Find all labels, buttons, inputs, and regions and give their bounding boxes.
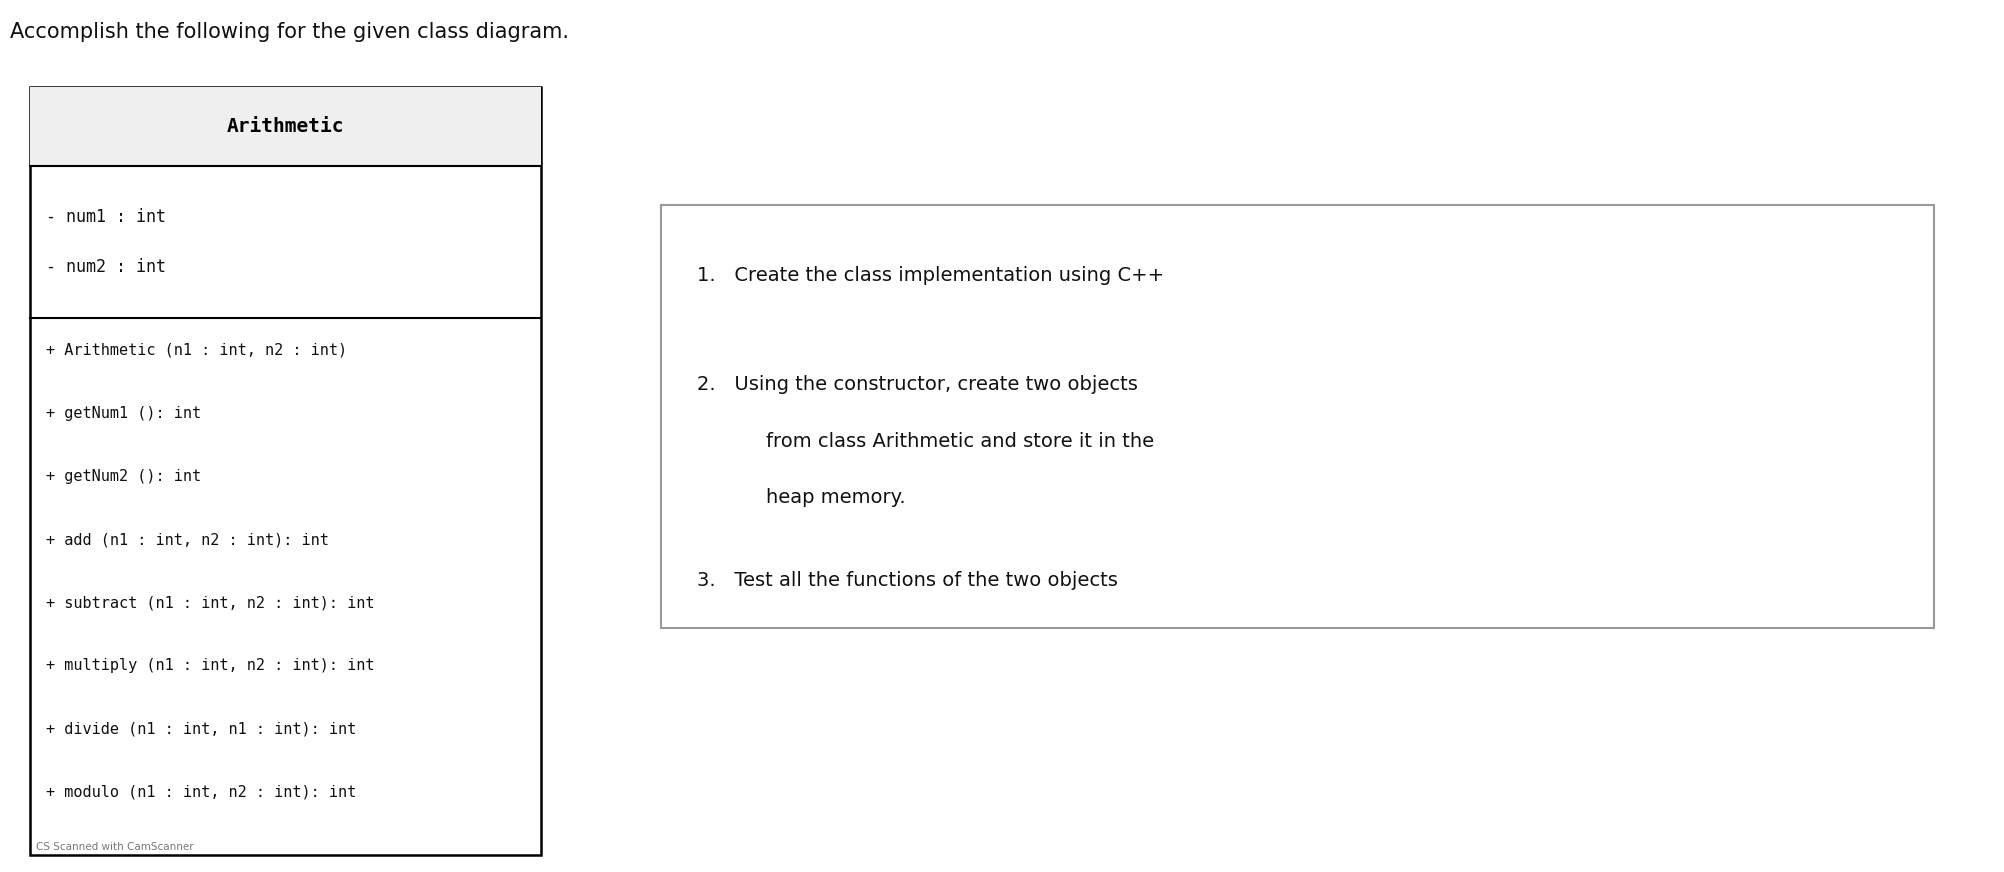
Text: - num2 : int: - num2 : int [46,258,166,276]
Text: Accomplish the following for the given class diagram.: Accomplish the following for the given c… [10,22,569,42]
Text: 3.   Test all the functions of the two objects: 3. Test all the functions of the two obj… [697,571,1118,590]
Text: + Arithmetic (n1 : int, n2 : int): + Arithmetic (n1 : int, n2 : int) [46,343,347,358]
Bar [30,87,541,855]
Text: + modulo (n1 : int, n2 : int): int: + modulo (n1 : int, n2 : int): int [46,785,357,800]
Text: 2.   Using the constructor, create two objects: 2. Using the constructor, create two obj… [697,375,1138,394]
Text: CS Scanned with CamScanner: CS Scanned with CamScanner [36,842,194,852]
Text: heap memory.: heap memory. [766,488,906,508]
Text: + multiply (n1 : int, n2 : int): int: + multiply (n1 : int, n2 : int): int [46,658,375,673]
Text: + getNum1 (): int: + getNum1 (): int [46,405,200,420]
Bar [661,205,1934,628]
Text: + add (n1 : int, n2 : int): int: + add (n1 : int, n2 : int): int [46,532,329,547]
Text: + subtract (n1 : int, n2 : int): int: + subtract (n1 : int, n2 : int): int [46,596,375,610]
Text: - num1 : int: - num1 : int [46,208,166,226]
Text: from class Arithmetic and store it in the: from class Arithmetic and store it in th… [766,432,1154,451]
Text: Arithmetic: Arithmetic [226,117,345,136]
Text: + getNum2 (): int: + getNum2 (): int [46,469,200,484]
Text: 1.   Create the class implementation using C++: 1. Create the class implementation using… [697,266,1164,285]
Bar [30,87,541,166]
Text: + divide (n1 : int, n1 : int): int: + divide (n1 : int, n1 : int): int [46,722,357,737]
